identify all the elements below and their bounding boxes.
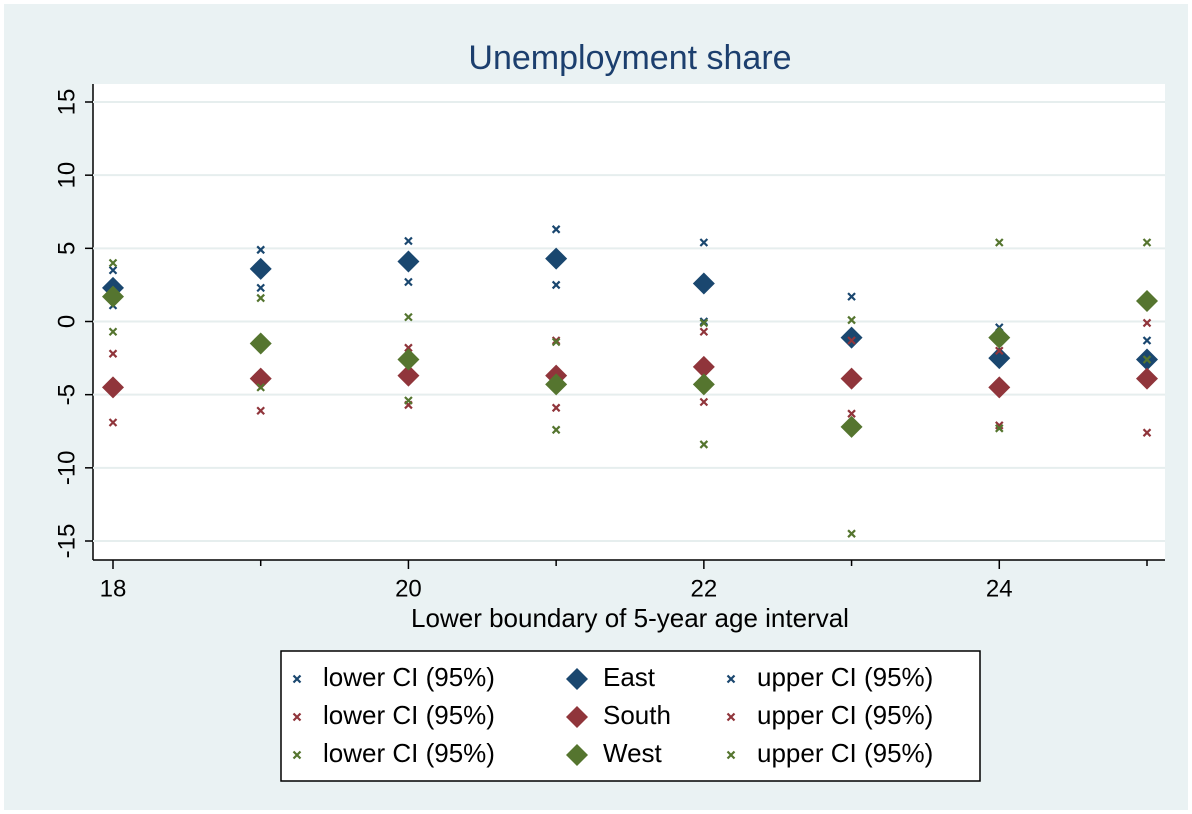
ci-marker — [404, 343, 413, 353]
x-axis-label: Lower boundary of 5-year age interval — [411, 603, 849, 633]
ci-marker — [551, 280, 561, 290]
ci-marker — [1142, 428, 1152, 437]
ci-marker — [995, 238, 1004, 247]
ci-marker — [108, 266, 118, 275]
legend-label: upper CI (95%) — [757, 700, 933, 730]
legend-label: lower CI (95%) — [323, 738, 495, 768]
ci-marker — [1142, 355, 1152, 364]
ci-marker — [699, 397, 709, 407]
point — [840, 326, 863, 349]
ci-marker — [256, 245, 265, 255]
ci-marker — [995, 424, 1004, 433]
legend-label: upper CI (95%) — [757, 662, 933, 692]
chart-title: Unemployment share — [468, 39, 791, 77]
ci-marker — [404, 236, 413, 246]
ci-marker — [995, 346, 1004, 356]
point — [840, 415, 863, 438]
point — [692, 272, 715, 295]
ci-marker — [847, 336, 856, 345]
legend-marker — [292, 712, 302, 722]
ci-marker — [699, 318, 709, 328]
point — [692, 373, 715, 396]
legend-marker — [726, 750, 736, 760]
legend-label: upper CI (95%) — [757, 738, 933, 768]
ci-marker — [551, 225, 561, 234]
ci-marker — [256, 383, 265, 392]
legend — [280, 650, 981, 782]
ci-marker — [404, 396, 413, 405]
legend-marker — [566, 706, 588, 728]
point — [840, 367, 863, 390]
point — [397, 250, 420, 273]
legend-label: East — [603, 662, 656, 692]
legend-label: West — [603, 738, 663, 768]
y-tick-label: -5 — [53, 384, 80, 405]
x-tick-label: 24 — [986, 575, 1013, 602]
y-tick-label: -15 — [53, 524, 80, 559]
point — [545, 373, 568, 396]
point — [249, 257, 272, 280]
ci-marker — [108, 327, 118, 337]
ci-marker — [256, 293, 265, 303]
legend-marker — [292, 674, 302, 684]
x-tick-label: 18 — [100, 575, 127, 602]
point — [545, 247, 568, 270]
point — [1136, 290, 1158, 313]
point — [249, 367, 272, 390]
point — [988, 347, 1011, 370]
legend-label: lower CI (95%) — [323, 700, 495, 730]
point — [397, 364, 420, 387]
y-tick-label: 0 — [53, 315, 80, 328]
y-tick-label: 10 — [53, 162, 80, 189]
ci-marker — [551, 403, 561, 413]
ci-marker — [847, 529, 856, 538]
ci-marker — [1142, 336, 1152, 345]
point — [1136, 367, 1158, 390]
x-tick-label: 22 — [691, 575, 718, 602]
legend-marker — [726, 674, 736, 684]
point — [692, 355, 715, 378]
legend-marker — [566, 744, 588, 766]
ci-marker — [699, 238, 709, 247]
legend-marker — [726, 712, 736, 722]
point — [102, 376, 124, 399]
ci-marker — [404, 312, 413, 322]
ci-marker — [404, 277, 413, 287]
ci-marker — [108, 258, 118, 268]
ci-marker — [847, 315, 856, 325]
ci-marker — [108, 418, 118, 427]
ci-marker — [256, 283, 265, 293]
ci-marker — [995, 421, 1004, 430]
point — [988, 376, 1011, 399]
point — [102, 285, 124, 308]
ci-marker — [1142, 238, 1152, 247]
x-tick-label: 20 — [395, 575, 422, 602]
ci-marker — [847, 292, 856, 301]
ci-marker — [699, 327, 709, 337]
point — [249, 332, 272, 355]
point — [397, 348, 420, 371]
ci-marker — [551, 337, 561, 347]
legend-marker — [292, 750, 302, 760]
y-tick-label: 15 — [53, 89, 80, 116]
legend-marker — [566, 668, 588, 690]
ci-marker — [699, 440, 709, 449]
ci-marker — [108, 349, 118, 358]
point — [988, 326, 1011, 349]
legend-label: lower CI (95%) — [323, 662, 495, 692]
ci-marker — [256, 406, 265, 416]
y-tick-label: -10 — [53, 450, 80, 485]
ci-marker — [847, 409, 856, 418]
ci-marker — [551, 425, 561, 435]
ci-marker — [1142, 318, 1152, 328]
y-tick-label: 5 — [53, 242, 80, 255]
legend-label: South — [603, 700, 671, 730]
